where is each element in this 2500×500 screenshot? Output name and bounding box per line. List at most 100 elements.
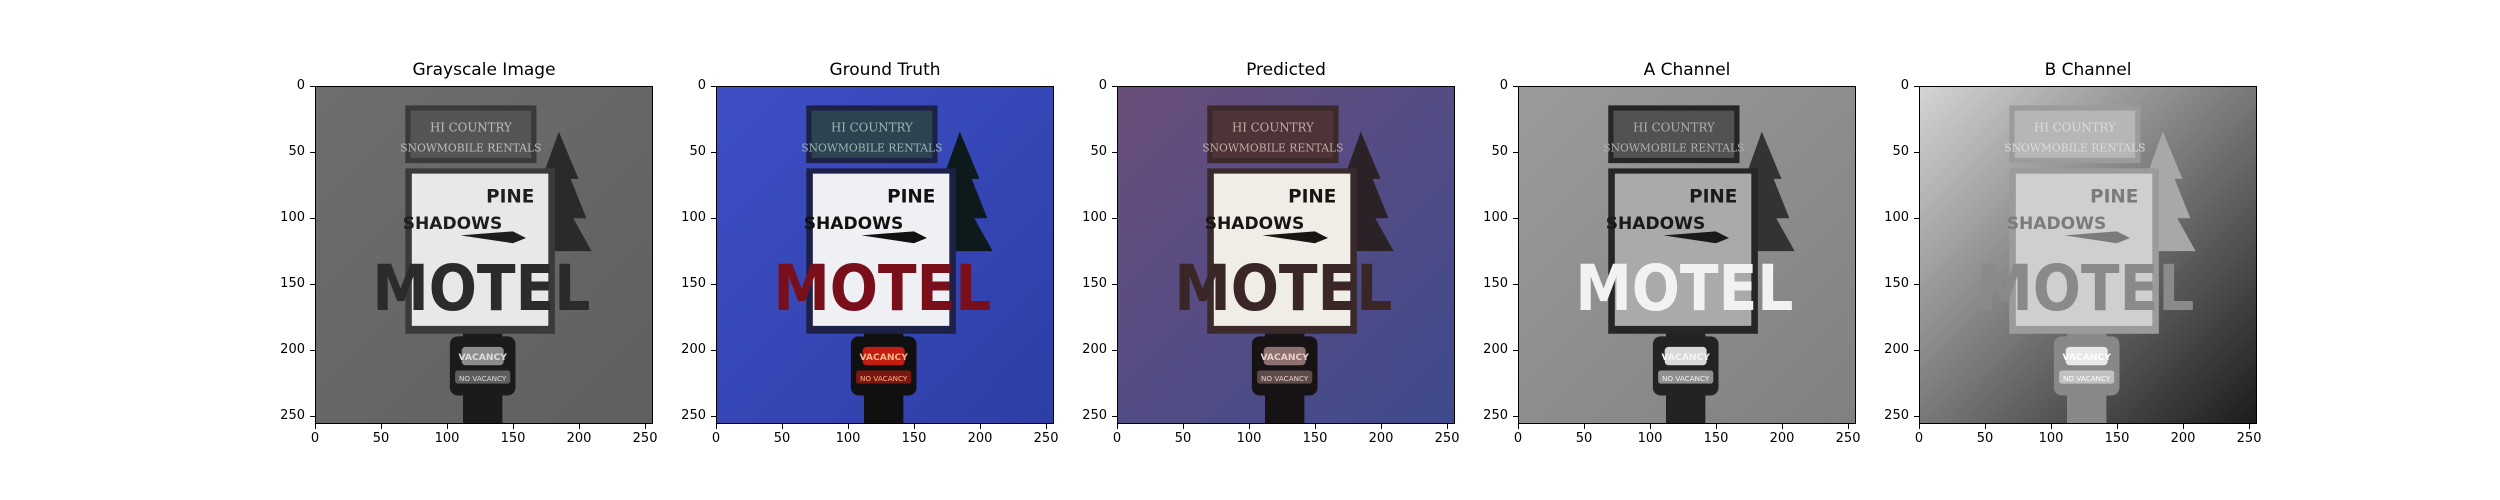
- sign-text: NO VACANCY: [1261, 374, 1309, 383]
- y-tick-label: 250: [681, 408, 706, 424]
- sign-text: SNOWMOBILE RENTALS: [801, 141, 942, 154]
- sign-text: PINE: [1689, 187, 1737, 208]
- vacancy-light: [2065, 346, 2108, 366]
- y-tick-mark: [1112, 152, 1117, 154]
- sign-text: MOTEL: [1976, 252, 2194, 325]
- y-tick-mark: [1513, 218, 1518, 220]
- main-board: [1614, 173, 1752, 326]
- y-tick-label: 100: [1483, 210, 1508, 226]
- image-panel: Predicted HI COUNTRY SNOWMOBILE RENTALS PIN…: [1082, 0, 1517, 500]
- sign-text: MOTEL: [773, 252, 991, 325]
- sign-text: VACANCY: [2062, 352, 2111, 363]
- y-tick-label: 150: [1082, 276, 1107, 292]
- x-tick-mark: [2117, 424, 2119, 429]
- image-panel: B Channel HI COUNTRY SNOWMOBILE RENTALS PIN…: [1884, 0, 2319, 500]
- x-tick-label: 50: [1174, 431, 1192, 446]
- y-tick-mark: [310, 86, 315, 87]
- x-tick-label: 150: [1302, 431, 1328, 446]
- sign-text: PINE: [887, 187, 935, 208]
- arrow-mark: [1262, 231, 1328, 244]
- y-tick-mark: [1112, 284, 1117, 286]
- x-tick-label: 250: [1033, 431, 1059, 446]
- image-canvas: HI COUNTRY SNOWMOBILE RENTALS PINE SHADOWS M…: [316, 87, 652, 423]
- y-tick-label: 100: [1884, 210, 1909, 226]
- x-tick-label: 0: [1914, 431, 1924, 446]
- sign-text: SHADOWS: [403, 214, 502, 234]
- arrow-mark: [1663, 231, 1729, 244]
- x-tick-mark: [1919, 424, 1920, 429]
- main-board: [2015, 173, 2153, 326]
- top-board: [811, 110, 933, 158]
- y-tick-mark: [711, 416, 716, 418]
- image-panel: Grayscale Image HI COUNTRY SNOWMOBILE RENT…: [280, 0, 715, 500]
- y-tick-mark: [711, 218, 716, 220]
- arrow-mark: [2064, 231, 2130, 244]
- panel-title: Predicted: [1246, 60, 1326, 80]
- no-vacancy-light: [455, 370, 511, 384]
- arrow-mark: [460, 231, 526, 244]
- x-tick-mark: [1985, 424, 1987, 429]
- vacancy-housing: [850, 336, 917, 396]
- sign-text: SNOWMOBILE RENTALS: [2004, 141, 2145, 154]
- sign-text: VACANCY: [1661, 352, 1710, 363]
- sign-text: MOTEL: [1575, 252, 1793, 325]
- y-tick-mark: [711, 350, 716, 352]
- sign-text: HI COUNTRY: [1633, 121, 1715, 135]
- pine-tree: [2132, 131, 2196, 252]
- x-tick-label: 100: [434, 431, 460, 446]
- top-board: [410, 110, 532, 158]
- sign-text: HI COUNTRY: [430, 121, 512, 135]
- x-tick-mark: [1249, 424, 1251, 429]
- y-tick-label: 50: [1892, 144, 1909, 160]
- x-tick-mark: [645, 424, 647, 429]
- sign-text: VACANCY: [859, 352, 908, 363]
- x-tick-mark: [1650, 424, 1652, 429]
- y-tick-label: 0: [1900, 78, 1909, 93]
- x-tick-mark: [579, 424, 581, 429]
- top-board: [1613, 110, 1735, 158]
- y-tick-label: 200: [681, 342, 706, 358]
- vacancy-housing: [2053, 336, 2120, 396]
- no-vacancy-light: [1257, 370, 1313, 384]
- y-tick-mark: [1914, 86, 1919, 87]
- sign-text: SHADOWS: [804, 214, 903, 234]
- sign-text: HI COUNTRY: [831, 121, 913, 135]
- image-canvas: HI COUNTRY SNOWMOBILE RENTALS PINE SHADOWS M…: [1920, 87, 2256, 423]
- x-tick-mark: [1117, 424, 1118, 429]
- y-tick-mark: [1112, 350, 1117, 352]
- y-tick-label: 50: [1090, 144, 1107, 160]
- x-tick-mark: [1381, 424, 1383, 429]
- arrow-mark: [861, 231, 927, 244]
- y-tick-mark: [1914, 152, 1919, 154]
- x-tick-label: 100: [2038, 431, 2064, 446]
- sign-text: SHADOWS: [1205, 214, 1304, 234]
- sign-text: MOTEL: [1174, 252, 1392, 325]
- x-tick-label: 100: [1236, 431, 1262, 446]
- x-tick-label: 150: [901, 431, 927, 446]
- top-board: [1212, 110, 1334, 158]
- main-board: [812, 173, 950, 326]
- y-tick-label: 250: [1082, 408, 1107, 424]
- x-tick-mark: [1183, 424, 1185, 429]
- y-tick-label: 150: [681, 276, 706, 292]
- sign-text: SHADOWS: [1606, 214, 1705, 234]
- y-tick-mark: [1914, 218, 1919, 220]
- vacancy-light: [862, 346, 905, 366]
- sign-text: PINE: [486, 187, 534, 208]
- image-axes: HI COUNTRY SNOWMOBILE RENTALS PINE SHADOWS M…: [716, 86, 1054, 424]
- y-tick-label: 250: [1483, 408, 1508, 424]
- image-axes: HI COUNTRY SNOWMOBILE RENTALS PINE SHADOWS M…: [1518, 86, 1856, 424]
- x-tick-label: 50: [1575, 431, 1593, 446]
- y-tick-mark: [711, 284, 716, 286]
- panel-title: A Channel: [1643, 60, 1731, 80]
- vacancy-light: [1664, 346, 1707, 366]
- y-tick-label: 100: [681, 210, 706, 226]
- x-tick-mark: [2249, 424, 2251, 429]
- main-board: [1213, 173, 1351, 326]
- y-tick-mark: [1513, 284, 1518, 286]
- x-tick-label: 0: [1513, 431, 1523, 446]
- y-tick-mark: [1112, 416, 1117, 418]
- y-tick-label: 50: [689, 144, 706, 160]
- y-tick-label: 0: [1098, 78, 1107, 93]
- y-tick-label: 200: [1884, 342, 1909, 358]
